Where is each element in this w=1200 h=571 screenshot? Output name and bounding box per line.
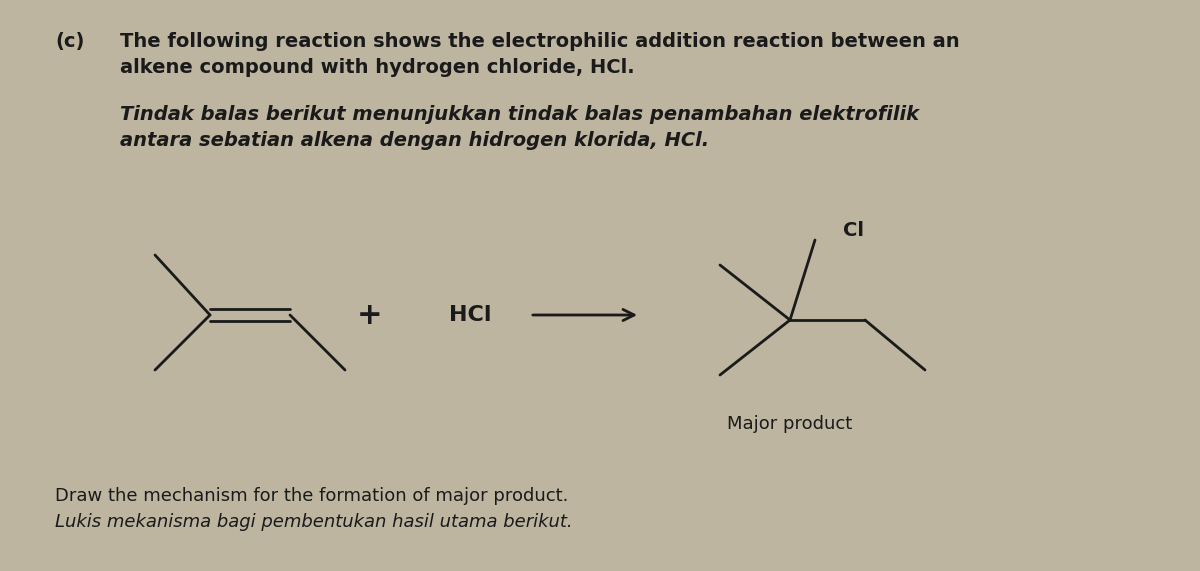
Text: Draw the mechanism for the formation of major product.: Draw the mechanism for the formation of …	[55, 487, 569, 505]
Text: Major product: Major product	[727, 415, 853, 433]
Text: Tindak balas berikut menunjukkan tindak balas penambahan elektrofilik: Tindak balas berikut menunjukkan tindak …	[120, 105, 919, 124]
Text: alkene compound with hydrogen chloride, HCl.: alkene compound with hydrogen chloride, …	[120, 58, 635, 77]
Text: The following reaction shows the electrophilic addition reaction between an: The following reaction shows the electro…	[120, 32, 960, 51]
Text: antara sebatian alkena dengan hidrogen klorida, HCl.: antara sebatian alkena dengan hidrogen k…	[120, 131, 709, 150]
Text: Cl: Cl	[842, 220, 864, 239]
Text: (c): (c)	[55, 32, 84, 51]
Text: +: +	[358, 300, 383, 329]
Text: Lukis mekanisma bagi pembentukan hasil utama berikut.: Lukis mekanisma bagi pembentukan hasil u…	[55, 513, 572, 531]
Text: HCl: HCl	[449, 305, 491, 325]
